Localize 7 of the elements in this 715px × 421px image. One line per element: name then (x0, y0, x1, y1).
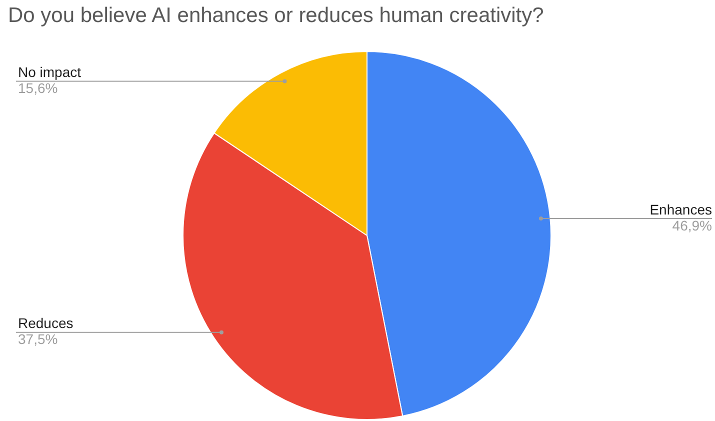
chart-title: Do you believe AI enhances or reduces human creativity? (8, 4, 544, 28)
slice-label: No impact (18, 64, 82, 80)
data-label: 37,5% (18, 331, 58, 348)
data-label: 46,9% (672, 217, 712, 234)
slice-label: Reduces (18, 315, 74, 332)
data-label: 15,6% (18, 80, 58, 96)
slice-label: Enhances (650, 201, 712, 218)
